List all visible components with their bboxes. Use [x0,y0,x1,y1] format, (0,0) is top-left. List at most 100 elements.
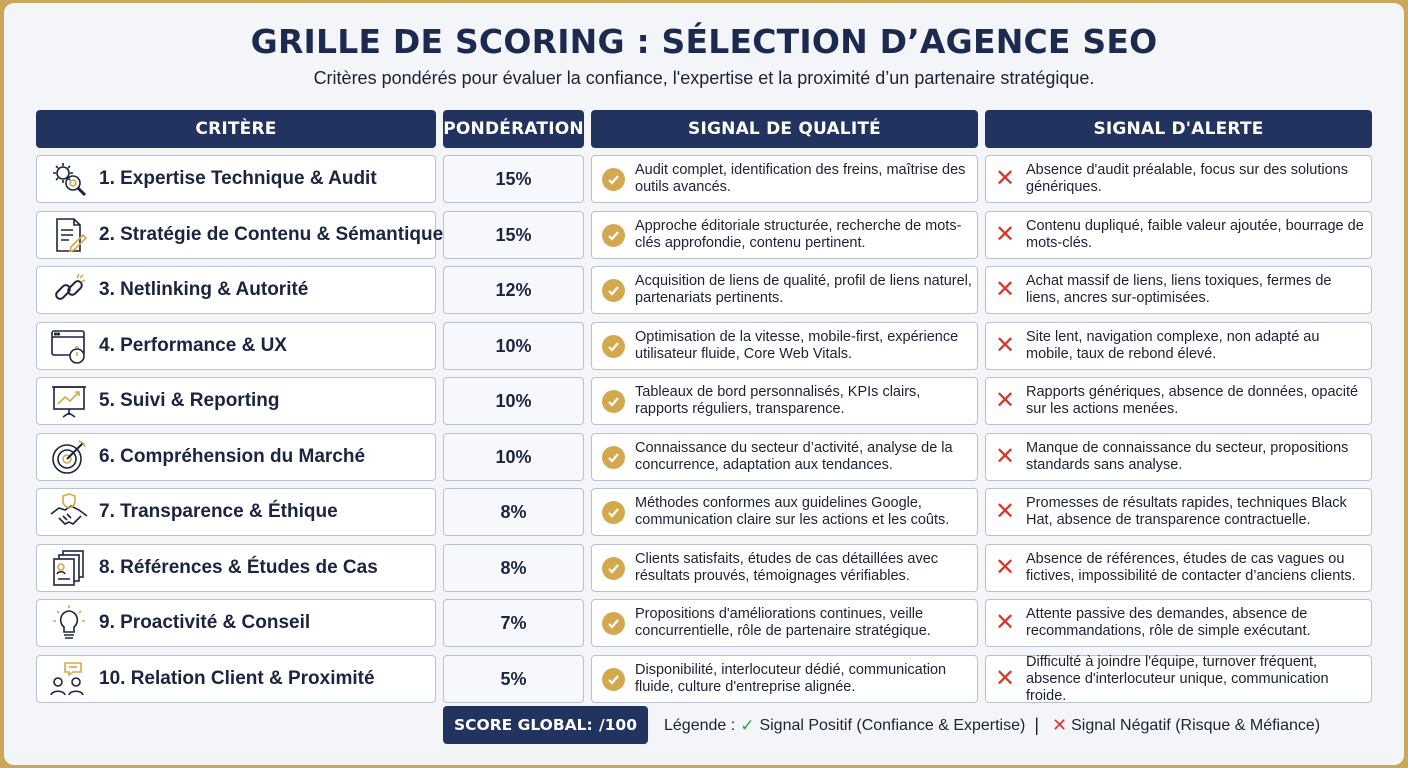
check-circle-icon [602,445,625,469]
weight-value: 10% [495,390,532,411]
alert-signal-text: Absence de références, études de cas vag… [1026,551,1356,584]
alert-signal-text: Contenu dupliqué, faible valeur ajoutée,… [1026,218,1364,251]
header-weight: PONDÉRATION [443,110,584,148]
quality-signal-text: Tableaux de bord personnalisés, KPIs cla… [635,384,921,417]
table-row-criterion: 2. Stratégie de Contenu & Sémantique [36,211,443,259]
cross-mark-icon: ✕ [994,387,1016,414]
legend-separator: | [1034,715,1040,735]
legend-positive: Signal Positif (Confiance & Expertise) [759,716,1026,734]
table-row-quality: Disponibilité, interlocuteur dédié, comm… [591,655,978,703]
alert-signal-text: Attente passive des demandes, absence de… [1026,606,1311,639]
case-files-icon [47,546,91,590]
browser-stopwatch-icon [47,324,91,368]
document-pen-icon [47,213,91,257]
header-quality: SIGNAL DE QUALITÉ [591,110,978,148]
check-circle-icon [602,556,625,580]
table-row-alert: ✕ Absence d'audit préalable, focus sur de… [985,155,1372,203]
weight-value: 10% [495,446,532,467]
check-circle-icon [602,223,625,247]
alert-signal-text: Rapports génériques, absence de données,… [1026,384,1359,417]
alert-signal-text: Difficulté à joindre l'équipe, turnover … [1026,653,1329,704]
alert-signal-text: Manque de connaissance du secteur, propo… [1026,440,1349,473]
quality-signal-text: Acquisition de liens de qualité, profil … [635,273,972,306]
cross-mark-icon: ✕ [994,498,1016,525]
check-circle-icon [602,334,625,358]
header-criterion: CRITÈRE [36,110,436,148]
criterion-label: 10. Relation Client & Proximité [99,668,375,689]
quality-signal-text: Optimisation de la vitesse, mobile-first… [635,329,959,362]
table-row-criterion: 1. Expertise Technique & Audit [36,155,436,203]
cross-mark-icon: ✕ [994,665,1016,692]
alert-signal-text: Promesses de résultats rapides, techniqu… [1026,495,1347,528]
check-mark-icon: ✓ [740,715,755,735]
header-alert: SIGNAL D'ALERTE [985,110,1372,148]
criterion-label: 2. Stratégie de Contenu & Sémantique [99,224,444,245]
chain-link-icon [47,268,91,312]
check-circle-icon [602,611,625,635]
gear-magnifier-icon [47,157,91,201]
criterion-label: 8. Références & Études de Cas [99,557,378,578]
check-circle-icon [602,389,625,413]
table-row-weight: 5% [443,655,584,703]
table-row-weight: 12% [443,266,584,314]
table-row-quality: Approche éditoriale structurée, recherch… [591,211,978,259]
criterion-label: 7. Transparence & Éthique [99,501,338,522]
table-row-criterion: 6. Compréhension du Marché [36,433,436,481]
alert-signal-text: Site lent, navigation complexe, non adap… [1026,329,1320,362]
weight-value: 12% [495,279,532,300]
table-row-quality: Tableaux de bord personnalisés, KPIs cla… [591,377,978,425]
check-circle-icon [602,278,625,302]
table-row-weight: 7% [443,599,584,647]
weight-value: 5% [500,668,527,689]
weight-value: 8% [500,501,527,522]
quality-signal-text: Approche éditoriale structurée, recherch… [635,218,962,251]
table-row-criterion: 9. Proactivité & Conseil [36,599,436,647]
table-row-quality: Audit complet, identification des freins… [591,155,978,203]
table-row-alert: ✕ Attente passive des demandes, absence d… [985,599,1372,647]
table-row-alert: ✕ Manque de connaissance du secteur, prop… [985,433,1372,481]
table-row-weight: 15% [443,155,584,203]
table-row-weight: 10% [443,322,584,370]
quality-signal-text: Connaissance du secteur d’activité, anal… [635,440,953,473]
quality-signal-text: Disponibilité, interlocuteur dédié, comm… [635,662,947,695]
score-label: SCORE GLOBAL: [454,716,593,734]
table-row-alert: ✕ Difficulté à joindre l'équipe, turnover… [985,653,1372,704]
table-row-quality: Clients satisfaits, études de cas détail… [591,544,978,592]
table-row-criterion: 4. Performance & UX [36,322,436,370]
weight-value: 15% [495,224,532,245]
table-row-alert: ✕ Contenu dupliqué, faible valeur ajoutée… [985,211,1372,259]
cross-mark-icon: ✕ [994,443,1016,470]
check-circle-icon [602,667,625,691]
score-value: /100 [598,716,637,734]
table-row-criterion: 3. Netlinking & Autorité [36,266,436,314]
table-row-criterion: 5. Suivi & Reporting [36,377,436,425]
cross-mark-icon: ✕ [994,609,1016,636]
handshake-shield-icon [47,490,91,534]
quality-signal-text: Clients satisfaits, études de cas détail… [635,551,939,584]
criterion-label: 1. Expertise Technique & Audit [99,168,377,189]
table-row-alert: ✕ Promesses de résultats rapides, techniq… [985,488,1372,536]
quality-signal-text: Propositions d'améliorations continues, … [635,606,931,639]
cross-mark-icon: ✕ [994,554,1016,581]
page-title: GRILLE DE SCORING : SÉLECTION D’AGENCE S… [250,22,1158,61]
people-chat-icon [47,657,91,701]
cross-mark-icon: ✕ [994,221,1016,248]
weight-value: 8% [500,557,527,578]
table-row-criterion: 10. Relation Client & Proximité [36,655,436,703]
legend-negative: Signal Négatif (Risque & Méfiance) [1071,716,1321,734]
criterion-label: 3. Netlinking & Autorité [99,279,309,300]
table-row-criterion: 7. Transparence & Éthique [36,488,436,536]
table-row-criterion: 8. Références & Études de Cas [36,544,436,592]
weight-value: 15% [495,168,532,189]
table-row-alert: ✕ Site lent, navigation complexe, non ada… [985,322,1372,370]
weight-value: 7% [500,612,527,633]
cross-mark-icon: ✕ [1052,715,1068,735]
alert-signal-text: Achat massif de liens, liens toxiques, f… [1026,273,1332,306]
table-row-weight: 15% [443,211,584,259]
legend: Légende : ✓ Signal Positif (Confiance & … [664,715,1320,736]
criterion-label: 4. Performance & UX [99,335,287,356]
criterion-label: 9. Proactivité & Conseil [99,612,311,633]
table-row-alert: ✕ Absence de références, études de cas va… [985,544,1372,592]
cross-mark-icon: ✕ [994,332,1016,359]
quality-signal-text: Audit complet, identification des freins… [635,162,966,195]
